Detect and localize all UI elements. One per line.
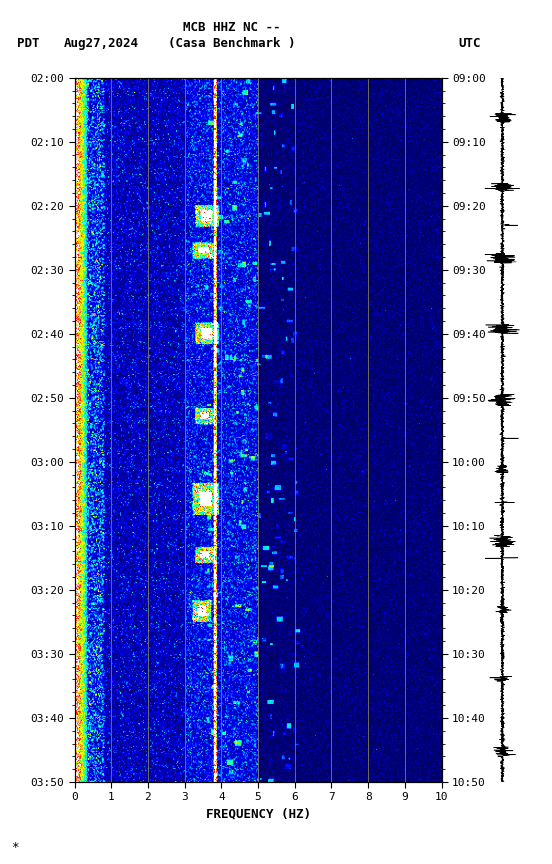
Text: PDT: PDT [17,36,39,50]
Text: Aug27,2024: Aug27,2024 [63,36,139,50]
Text: *: * [11,841,19,854]
Text: MCB HHZ NC --: MCB HHZ NC -- [183,21,280,35]
Text: UTC: UTC [458,36,481,50]
X-axis label: FREQUENCY (HZ): FREQUENCY (HZ) [205,808,311,821]
Text: (Casa Benchmark ): (Casa Benchmark ) [168,36,295,50]
